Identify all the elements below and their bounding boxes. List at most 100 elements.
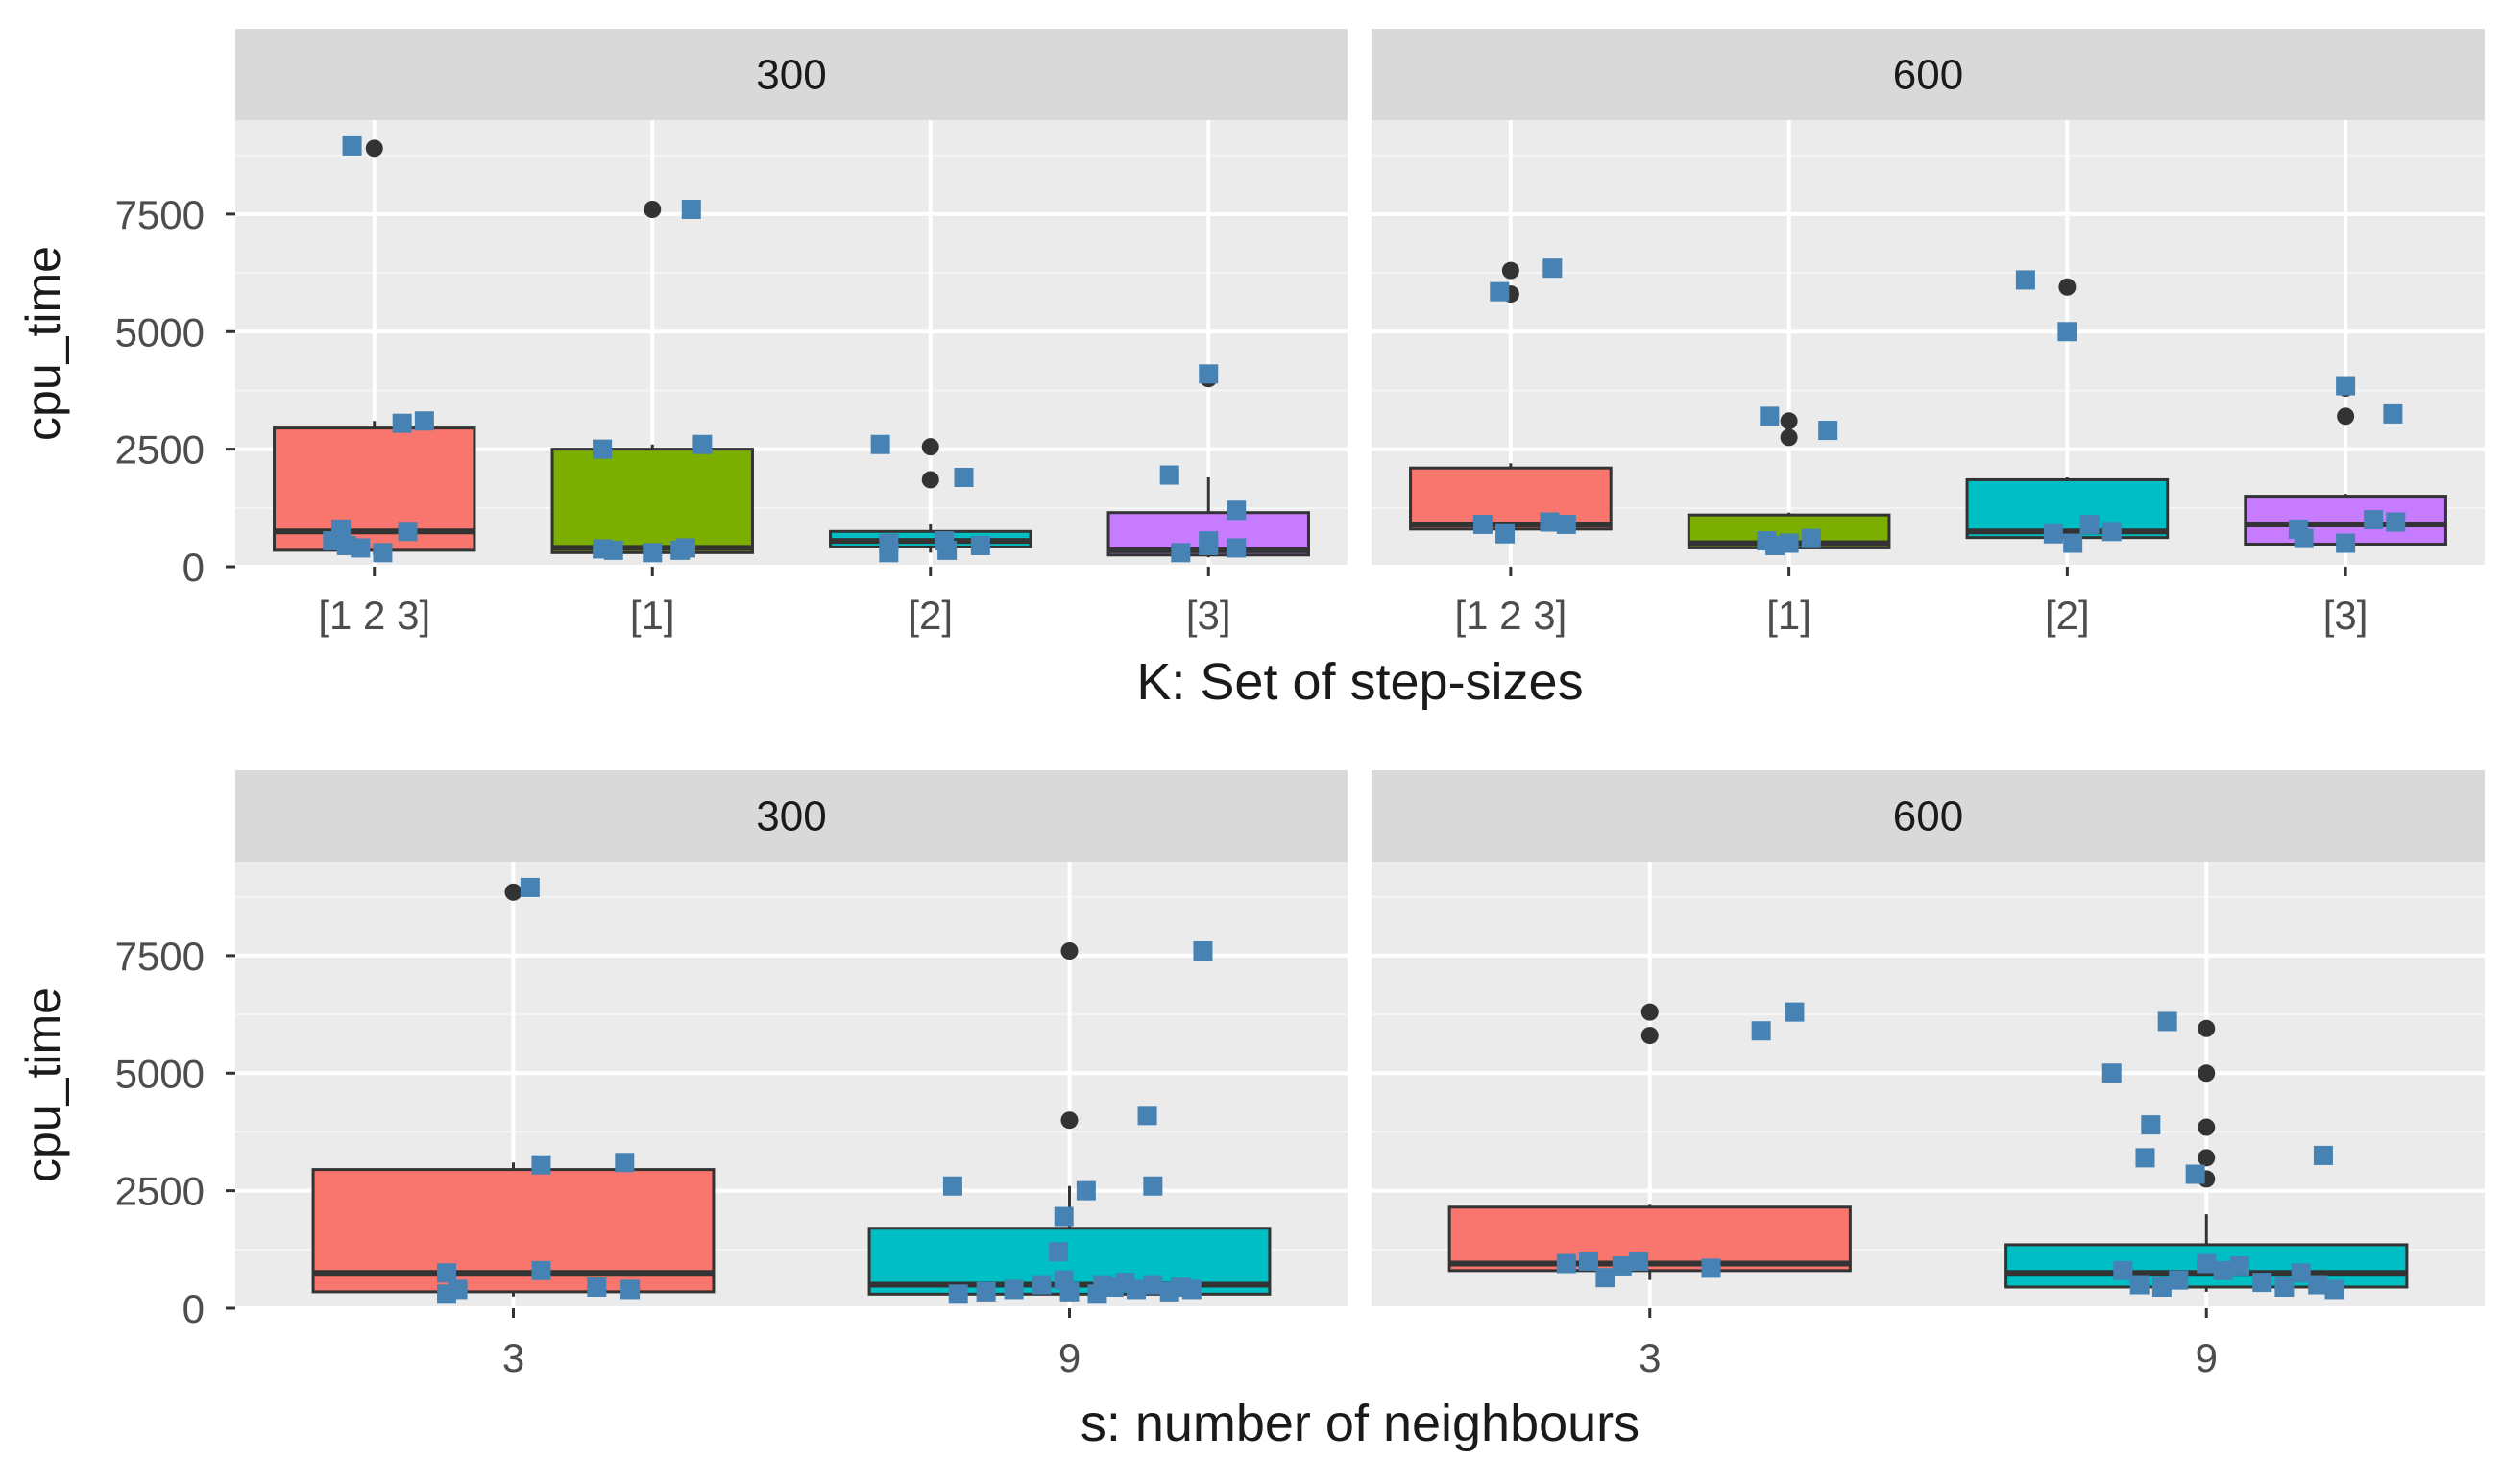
y-tick-label: 7500 [115, 934, 205, 979]
jitter-point [593, 539, 613, 559]
jitter-point [1093, 1275, 1113, 1295]
jitter-point [2294, 528, 2314, 548]
jitter-point [1556, 514, 1576, 534]
jitter-point [1227, 538, 1247, 558]
facet-strip-label: 300 [756, 52, 826, 99]
y-tick-label: 2500 [115, 427, 205, 473]
x-tick-label: 3 [502, 1335, 524, 1380]
y-tick-label: 2500 [115, 1169, 205, 1214]
jitter-point [2197, 1253, 2217, 1274]
jitter-point [615, 1153, 635, 1173]
box-3 [311, 883, 716, 1297]
jitter-point [1004, 1279, 1024, 1300]
outlier-point [1780, 428, 1798, 447]
jitter-point [1540, 512, 1560, 532]
jitter-point [2324, 1279, 2344, 1300]
jitter-point [2079, 514, 2100, 534]
jitter-point [1495, 523, 1516, 544]
x-tick-label: 9 [1058, 1335, 1081, 1380]
jitter-point [1193, 941, 1213, 961]
jitter-point [1199, 364, 1219, 384]
box-[1] [550, 201, 754, 555]
jitter-point [1629, 1252, 1649, 1272]
jitter-point [692, 434, 713, 454]
jitter-point [1490, 281, 1510, 302]
facet-panel-300: 300 [1 2 3] [1] [2] [3] [235, 29, 1348, 638]
facet-strip [1372, 770, 2485, 862]
outlier-point [2198, 1019, 2216, 1037]
jitter-point [1818, 421, 1838, 441]
jitter-point [2101, 522, 2122, 542]
x-tick-label: 9 [2196, 1335, 2218, 1380]
x-tick-label: [2] [2045, 593, 2090, 638]
x-tick-label: [2] [908, 593, 953, 638]
outlier-point [1501, 261, 1519, 280]
jitter-point [2129, 1275, 2150, 1295]
jitter-point [2015, 270, 2035, 290]
jitter-point [1472, 514, 1493, 534]
jitter-point [1227, 500, 1247, 521]
jitter-point [1701, 1258, 1721, 1278]
jitter-point [2230, 1255, 2250, 1276]
jitter-point [2313, 1145, 2333, 1165]
x-axis-title: K: Set of step-sizes [1136, 653, 1583, 711]
jitter-point [1032, 1275, 1052, 1295]
jitter-point [1143, 1275, 1163, 1295]
jitter-point [1181, 1279, 1202, 1300]
y-tick-label: 0 [182, 1286, 205, 1331]
jitter-point [970, 535, 990, 555]
jitter-point [520, 877, 540, 897]
jitter-point [2113, 1260, 2133, 1280]
jitter-point [937, 540, 958, 560]
jitter-point [2043, 523, 2063, 544]
box-[1 2 3] [273, 139, 476, 555]
outlier-point [1640, 1003, 1659, 1021]
box-body [550, 448, 754, 554]
x-tick-label: [1 2 3] [1454, 593, 1567, 638]
facet-strip-label: 300 [756, 793, 826, 840]
jitter-point [2386, 512, 2406, 532]
jitter-point [1612, 1255, 1632, 1276]
chart-1: 300 [1 2 3] [1] [2] [3] 600 [1 2 3] [1] [2] [3] 0 2… [16, 29, 2485, 711]
jitter-point [942, 1176, 962, 1196]
outlier-point [2337, 407, 2355, 426]
facet-strip-label: 600 [1893, 793, 1963, 840]
jitter-point [1137, 1106, 1157, 1126]
chart-2: 300 3 9 600 3 9 0 2500 5000 7500 cpu_time s: number… [16, 770, 2485, 1452]
jitter-point [954, 468, 974, 487]
jitter-point [1054, 1270, 1074, 1290]
facet-panel-300: 300 3 9 [235, 770, 1348, 1380]
facet-strip-label: 600 [1893, 52, 1963, 99]
jitter-point [1542, 258, 1563, 279]
jitter-point [948, 1284, 968, 1304]
x-tick-label: [1 2 3] [318, 593, 430, 638]
jitter-point [1199, 535, 1219, 555]
jitter-point [675, 538, 695, 558]
outlier-point [504, 883, 522, 901]
jitter-point [2336, 533, 2356, 553]
y-tick-label: 5000 [115, 1051, 205, 1096]
jitter-point [398, 522, 418, 542]
y-tick-label: 7500 [115, 192, 205, 237]
outlier-point [365, 139, 383, 158]
jitter-point [620, 1279, 641, 1300]
y-axis-title: cpu_time [16, 987, 70, 1182]
jitter-point [879, 543, 899, 563]
y-tick-label: 0 [182, 545, 205, 590]
jitter-point [681, 200, 701, 219]
jitter-point [2151, 1277, 2172, 1297]
jitter-point [1143, 1176, 1163, 1196]
jitter-point [1126, 1279, 1146, 1300]
jitter-point [587, 1277, 607, 1297]
box-body [1409, 466, 1613, 531]
jitter-point [2383, 403, 2403, 424]
jitter-point [2169, 1270, 2189, 1290]
jitter-point [1054, 1206, 1074, 1227]
jitter-point [342, 135, 362, 156]
outlier-point [1060, 942, 1079, 960]
x-tick-label: [1] [630, 593, 675, 638]
jitter-point [1760, 406, 1780, 426]
facet-strip [1372, 29, 2485, 120]
box-body [1447, 1205, 1852, 1273]
